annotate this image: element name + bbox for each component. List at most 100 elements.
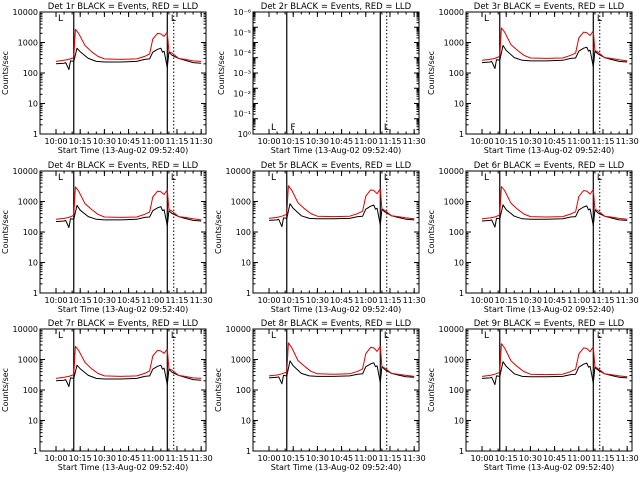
plot-frame [252, 11, 420, 135]
x-tick-label: 11:00 [354, 454, 377, 463]
x-tick-label: 11:30 [616, 454, 639, 463]
x-tick-label: 10:00 [470, 296, 493, 305]
y-axis-label: Counts/sec [217, 51, 226, 95]
y-axis-label: Counts/sec [427, 368, 436, 412]
x-axis-label: Start Time (13-Aug-02 09:52:40) [271, 463, 402, 472]
x-tick-label: 10:15 [69, 296, 92, 305]
events-series-line [55, 47, 202, 70]
y-tick-label: 100 [449, 69, 464, 78]
y-tick-label: 10⁻³ [233, 69, 251, 78]
x-tick-label: 10:15 [69, 137, 92, 146]
y-tick-label: 10 [28, 417, 38, 426]
x-tick-label: 10:15 [495, 454, 518, 463]
plot-frame [39, 11, 207, 135]
y-tick-label: 1 [33, 447, 38, 456]
x-axis-label: Start Time (13-Aug-02 09:52:40) [484, 463, 615, 472]
y-tick-label: 1 [33, 130, 38, 139]
x-tick-label: 10:45 [117, 454, 140, 463]
y-tick-label: 100 [449, 386, 464, 395]
y-axis-label: Counts/sec [214, 368, 223, 412]
flag-marker: L [171, 173, 176, 183]
x-tick-label: 10:45 [543, 137, 566, 146]
x-tick-label: 11:00 [567, 137, 590, 146]
x-tick-label: 11:15 [378, 296, 401, 305]
x-tick-label: 10:00 [44, 454, 67, 463]
plot-frame [465, 328, 633, 452]
x-tick-label: 10:45 [330, 296, 353, 305]
events-series-line [55, 204, 202, 228]
y-tick-label: 1000 [18, 198, 38, 207]
x-tick-label: 10:30 [519, 296, 542, 305]
y-tick-label: 10000 [439, 167, 464, 176]
lld-series-line [481, 27, 628, 62]
y-tick-label: 10 [28, 100, 38, 109]
lld-series-line [55, 345, 202, 379]
events-series-line [481, 204, 628, 228]
flag-marker: L [597, 173, 602, 183]
x-tick-label: 10:15 [495, 137, 518, 146]
y-tick-label: 10000 [226, 325, 251, 334]
plot-frame [39, 170, 207, 294]
events-series-line [481, 45, 628, 69]
flag-marker: L [484, 173, 489, 183]
y-axis-label: Counts/sec [1, 368, 10, 412]
x-tick-label: 11:15 [591, 454, 614, 463]
x-tick-label: 10:30 [93, 296, 116, 305]
chart-panel: Det 6r BLACK = Events, RED = LLD 1 10 100 10… [427, 161, 639, 314]
flag-marker: L [597, 331, 602, 341]
lld-series-line [268, 342, 415, 377]
x-tick-label: 11:30 [616, 137, 639, 146]
y-tick-label: 10 [241, 259, 251, 268]
y-tick-label: 1 [459, 130, 464, 139]
x-tick-label: 10:15 [495, 296, 518, 305]
flag-marker: L [597, 14, 602, 24]
x-tick-label: 10:00 [257, 296, 280, 305]
x-tick-label: 10:45 [117, 137, 140, 146]
chart-panel: Det 1r BLACK = Events, RED = LLD 1 10 100 10… [1, 2, 213, 155]
x-tick-label: 10:30 [306, 137, 329, 146]
chart-title: Det 9r BLACK = Events, RED = LLD [474, 319, 625, 329]
x-tick-label: 10:30 [519, 454, 542, 463]
chart-title: Det 5r BLACK = Events, RED = LLD [261, 161, 412, 171]
x-tick-label: 10:45 [117, 296, 140, 305]
plot-frame [465, 11, 633, 135]
x-tick-label: 11:15 [165, 137, 188, 146]
y-tick-label: 10⁻¹ [233, 110, 251, 119]
y-axis-label: Counts/sec [214, 210, 223, 254]
y-tick-label: 1 [459, 289, 464, 298]
y-tick-label: 10000 [13, 167, 38, 176]
x-tick-label: 10:30 [306, 454, 329, 463]
flag-marker: L [384, 173, 389, 183]
lld-series-line [55, 186, 202, 221]
chart-panel: Det 7r BLACK = Events, RED = LLD 1 10 100 10… [1, 319, 213, 472]
x-axis-label: Start Time (13-Aug-02 09:52:40) [58, 305, 189, 314]
y-tick-label: 100 [236, 228, 251, 237]
x-tick-label: 10:45 [330, 137, 353, 146]
x-tick-label: 10:30 [93, 454, 116, 463]
x-tick-label: 11:30 [616, 296, 639, 305]
x-tick-label: 10:45 [330, 454, 353, 463]
x-axis-label: Start Time (13-Aug-02 09:52:40) [271, 146, 402, 155]
x-tick-label: 11:15 [165, 296, 188, 305]
y-tick-label: 10000 [226, 167, 251, 176]
flag-marker: L [384, 331, 389, 341]
lld-series-line [481, 343, 628, 378]
lld-series-line [481, 186, 628, 220]
flag-marker: L [271, 173, 276, 183]
x-tick-label: 11:00 [354, 137, 377, 146]
x-axis-label: Start Time (13-Aug-02 09:52:40) [271, 305, 402, 314]
x-tick-label: 10:15 [282, 454, 305, 463]
x-axis-label: Start Time (13-Aug-02 09:52:40) [484, 146, 615, 155]
y-tick-label: 10⁻⁶ [233, 8, 251, 17]
x-tick-label: 10:15 [69, 454, 92, 463]
x-axis-label: Start Time (13-Aug-02 09:52:40) [484, 305, 615, 314]
flag-marker: F [290, 123, 295, 133]
y-tick-label: 10 [28, 259, 38, 268]
x-axis-label: Start Time (13-Aug-02 09:52:40) [58, 463, 189, 472]
y-tick-label: 10⁻⁵ [233, 28, 251, 37]
y-tick-label: 1 [246, 447, 251, 456]
chart-title: Det 3r BLACK = Events, RED = LLD [474, 2, 625, 12]
x-tick-label: 11:30 [403, 454, 426, 463]
chart-title: Det 6r BLACK = Events, RED = LLD [474, 161, 625, 171]
flag-marker: L [271, 331, 276, 341]
